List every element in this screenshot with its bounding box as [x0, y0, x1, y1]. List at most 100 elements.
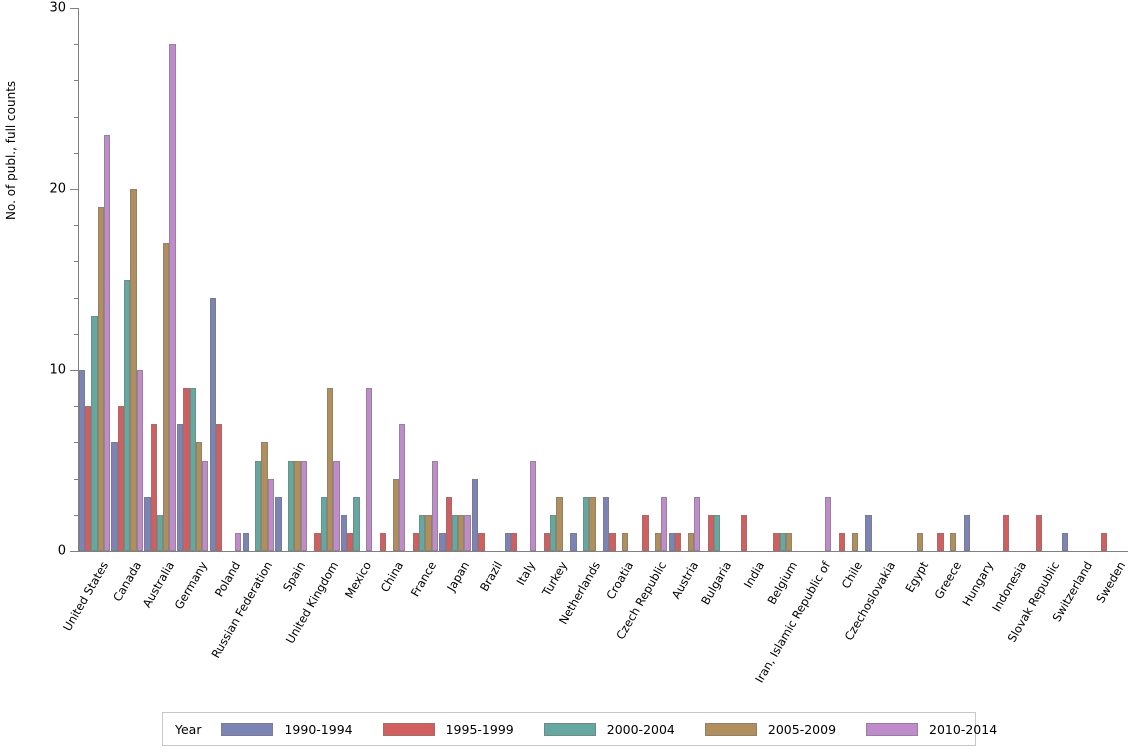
bar[interactable] [451, 514, 459, 551]
bar[interactable] [603, 496, 610, 551]
bar[interactable] [445, 496, 452, 551]
bar[interactable] [609, 532, 616, 551]
legend-swatch [704, 722, 757, 736]
bar[interactable] [675, 532, 682, 551]
bar[interactable] [582, 496, 590, 551]
bar[interactable] [84, 406, 92, 551]
bar[interactable] [287, 460, 295, 551]
bar[interactable] [714, 514, 721, 551]
legend-entry[interactable]: 1995-1999 [382, 722, 514, 737]
bar[interactable] [294, 460, 301, 551]
bar[interactable] [419, 514, 426, 551]
bar[interactable] [275, 496, 282, 551]
bar[interactable] [150, 424, 157, 551]
bar[interactable] [707, 514, 715, 551]
bar[interactable] [117, 406, 125, 551]
bar[interactable] [740, 514, 747, 551]
bar[interactable] [234, 532, 242, 551]
bar[interactable] [661, 496, 668, 551]
bar[interactable] [412, 532, 420, 551]
bar[interactable] [347, 532, 354, 551]
bar[interactable] [556, 496, 563, 551]
bar[interactable] [255, 460, 262, 551]
bar[interactable] [458, 514, 465, 551]
legend-entry[interactable]: 1990-1994 [221, 722, 353, 737]
bar[interactable] [103, 134, 111, 551]
bar[interactable] [320, 496, 327, 551]
x-axis-category-label: Italy [513, 559, 538, 588]
bar[interactable] [392, 478, 399, 551]
bar[interactable] [511, 532, 518, 551]
bar[interactable] [654, 532, 662, 551]
bar[interactable] [464, 514, 471, 551]
bar[interactable] [589, 496, 596, 551]
bar[interactable] [144, 496, 151, 551]
bar[interactable] [261, 442, 268, 551]
bar[interactable] [687, 532, 694, 551]
bar[interactable] [825, 496, 832, 551]
bar[interactable] [529, 460, 537, 551]
bar[interactable] [366, 388, 373, 551]
bar[interactable] [917, 532, 924, 551]
bar[interactable] [398, 424, 406, 551]
bar-group [833, 8, 865, 551]
bar-group [1062, 8, 1094, 551]
bar[interactable] [773, 532, 780, 551]
bar[interactable] [693, 496, 701, 551]
bar[interactable] [963, 514, 971, 551]
bar[interactable] [570, 532, 577, 551]
bar[interactable] [314, 532, 321, 551]
bar[interactable] [622, 532, 629, 551]
bar[interactable] [163, 243, 170, 551]
bar[interactable] [1002, 514, 1010, 551]
bar[interactable] [779, 532, 786, 551]
bar[interactable] [550, 514, 557, 551]
bar[interactable] [183, 388, 190, 551]
bar[interactable] [838, 532, 846, 551]
bar[interactable] [865, 514, 872, 551]
bar[interactable] [785, 532, 793, 551]
bar[interactable] [91, 315, 98, 551]
bar[interactable] [156, 514, 164, 551]
bar[interactable] [189, 388, 196, 551]
bar[interactable] [267, 478, 275, 551]
bar[interactable] [176, 424, 184, 551]
bar[interactable] [851, 532, 858, 551]
bar[interactable] [439, 532, 446, 551]
bar[interactable] [209, 297, 217, 551]
bar[interactable] [1101, 532, 1108, 551]
bar[interactable] [124, 279, 131, 551]
bar[interactable] [333, 460, 340, 551]
legend-entry[interactable]: 2000-2004 [543, 722, 675, 737]
bar[interactable] [202, 460, 209, 551]
legend-entry[interactable]: 2005-2009 [704, 722, 836, 737]
bar[interactable] [136, 370, 143, 551]
bar[interactable] [431, 460, 438, 551]
bar[interactable] [97, 207, 104, 551]
bar[interactable] [1062, 532, 1069, 551]
bar[interactable] [111, 442, 118, 551]
bar[interactable] [425, 514, 432, 551]
bar[interactable] [130, 189, 137, 551]
bar-group [308, 8, 340, 551]
bar[interactable] [642, 514, 649, 551]
bar[interactable] [379, 532, 387, 551]
legend-entry[interactable]: 2010-2014 [866, 722, 997, 737]
bar[interactable] [169, 44, 176, 551]
bar[interactable] [937, 532, 944, 551]
bar[interactable] [543, 532, 551, 551]
bar[interactable] [478, 532, 485, 551]
bar[interactable] [472, 478, 479, 551]
bar[interactable] [78, 370, 85, 551]
bar[interactable] [242, 532, 249, 551]
bar[interactable] [668, 532, 675, 551]
bar[interactable] [327, 388, 334, 551]
bar[interactable] [504, 532, 512, 551]
bar[interactable] [300, 460, 307, 551]
bar[interactable] [195, 442, 203, 551]
bar[interactable] [1035, 514, 1042, 551]
bar[interactable] [949, 532, 957, 551]
bar[interactable] [353, 496, 360, 551]
bar[interactable] [340, 514, 348, 551]
bar[interactable] [216, 424, 223, 551]
